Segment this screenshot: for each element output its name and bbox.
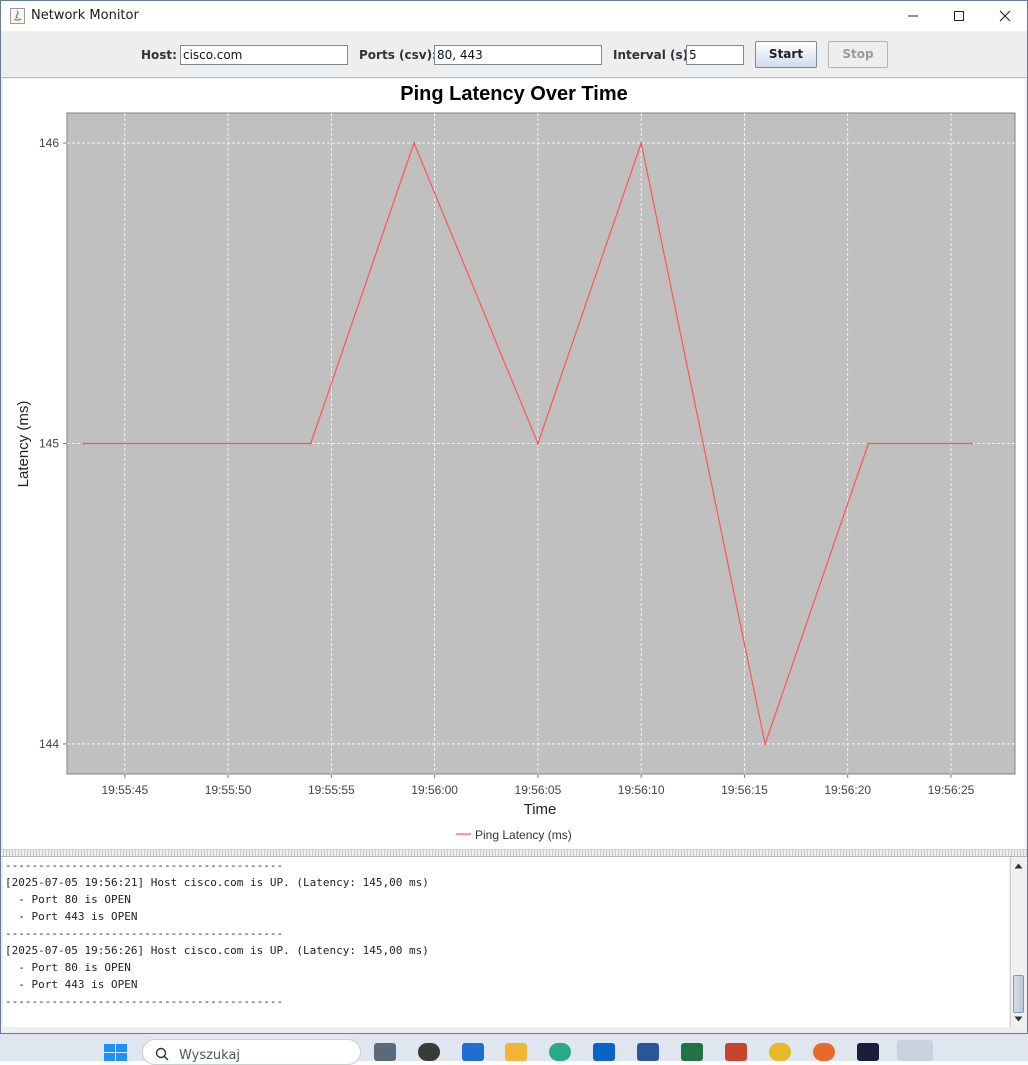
title-bar[interactable]: Network Monitor (1, 1, 1027, 31)
taskbar-search[interactable]: Wyszukaj (142, 1039, 361, 1065)
os-taskbar: Wyszukaj (0, 1034, 1028, 1065)
x-tick-label: 19:56:25 (928, 783, 975, 797)
x-tick-label: 19:55:50 (205, 783, 252, 797)
log-line: ----------------------------------------… (5, 995, 284, 1008)
x-axis-label: Time (524, 801, 557, 818)
powerpoint-icon[interactable] (725, 1043, 747, 1061)
edge-icon[interactable] (549, 1043, 571, 1061)
y-tick-label: 145 (39, 437, 59, 451)
start-button[interactable]: Start (755, 41, 817, 68)
java-taskbar-icon[interactable] (897, 1040, 933, 1061)
data-point (764, 742, 767, 745)
legend-label: Ping Latency (ms) (475, 828, 572, 842)
control-toolbar: Host: cisco.com Ports (csv): 80, 443 Int… (1, 31, 1027, 78)
data-point (970, 442, 973, 445)
latency-chart-panel: Ping Latency Over Time 19:55:45 19:55:50 19… (3, 79, 1025, 849)
search-icon (155, 1047, 169, 1061)
data-point (640, 142, 643, 145)
x-tick-label: 19:56:15 (721, 783, 768, 797)
intellij-icon[interactable] (857, 1043, 879, 1061)
data-point (867, 442, 870, 445)
firefox-icon[interactable] (813, 1043, 835, 1061)
task-view-icon[interactable] (374, 1043, 396, 1061)
log-line: - Port 80 is OPEN (5, 961, 131, 974)
host-input[interactable]: cisco.com (180, 45, 348, 65)
log-output[interactable]: ----------------------------------------… (3, 857, 1009, 1027)
data-point (412, 142, 415, 145)
search-placeholder: Wyszukaj (179, 1048, 241, 1063)
x-tick-label: 19:56:00 (411, 783, 458, 797)
excel-icon[interactable] (681, 1043, 703, 1061)
host-label: Host: (141, 48, 177, 62)
window-title: Network Monitor (31, 8, 139, 23)
x-tick-label: 19:55:55 (308, 783, 355, 797)
app-window: Network Monitor Host: cisco.com Ports (c… (0, 0, 1028, 1034)
y-axis-label: Latency (ms) (15, 401, 32, 488)
interval-input[interactable]: 5 (686, 45, 744, 65)
latency-chart: Ping Latency Over Time 19:55:45 19:55:50 19… (15, 83, 1016, 842)
word-icon[interactable] (637, 1043, 659, 1061)
minimize-button[interactable] (890, 1, 936, 31)
maximize-icon (954, 11, 964, 21)
log-line: - Port 443 is OPEN (5, 978, 138, 991)
data-point (82, 442, 85, 445)
log-line: [2025-07-05 19:56:21] Host cisco.com is … (5, 876, 429, 889)
java-app-icon (10, 8, 25, 24)
stop-button[interactable]: Stop (828, 41, 888, 68)
minimize-icon (908, 15, 918, 17)
ports-label: Ports (csv): (359, 48, 437, 62)
y-tick-label: 146 (39, 136, 59, 150)
x-tick-label: 19:56:20 (824, 783, 871, 797)
windows-start-icon[interactable] (104, 1044, 128, 1061)
log-scrollbar[interactable] (1010, 857, 1026, 1027)
scroll-up-arrow[interactable] (1011, 858, 1026, 873)
chart-title: Ping Latency Over Time (400, 83, 628, 105)
x-tick-label: 19:56:10 (618, 783, 665, 797)
log-line: ----------------------------------------… (5, 859, 284, 872)
scroll-down-arrow[interactable] (1011, 1011, 1026, 1026)
maximize-button[interactable] (936, 1, 982, 31)
split-pane-divider[interactable] (1, 849, 1027, 857)
log-line: - Port 443 is OPEN (5, 910, 138, 923)
store-icon[interactable] (462, 1043, 484, 1061)
chrome-icon[interactable] (769, 1043, 791, 1061)
arrow-up-icon (1014, 863, 1023, 868)
x-tick-label: 19:56:05 (515, 783, 562, 797)
file-explorer-icon[interactable] (505, 1043, 527, 1061)
close-button[interactable] (982, 1, 1027, 31)
ports-input[interactable]: 80, 443 (434, 45, 602, 65)
data-point (309, 442, 312, 445)
chatgpt-icon[interactable] (418, 1043, 440, 1061)
scroll-thumb[interactable] (1013, 975, 1024, 1013)
interval-label: Interval (s): (613, 48, 693, 62)
y-tick-label: 144 (39, 737, 59, 751)
arrow-down-icon (1014, 1016, 1023, 1021)
series-line-latency (83, 140, 972, 747)
log-line: ----------------------------------------… (5, 927, 284, 940)
log-line: - Port 80 is OPEN (5, 893, 131, 906)
data-point (536, 442, 539, 445)
close-icon (999, 10, 1011, 22)
x-tick-label: 19:55:45 (101, 783, 148, 797)
log-line: [2025-07-05 19:56:26] Host cisco.com is … (5, 944, 429, 957)
outlook-icon[interactable] (593, 1043, 615, 1061)
